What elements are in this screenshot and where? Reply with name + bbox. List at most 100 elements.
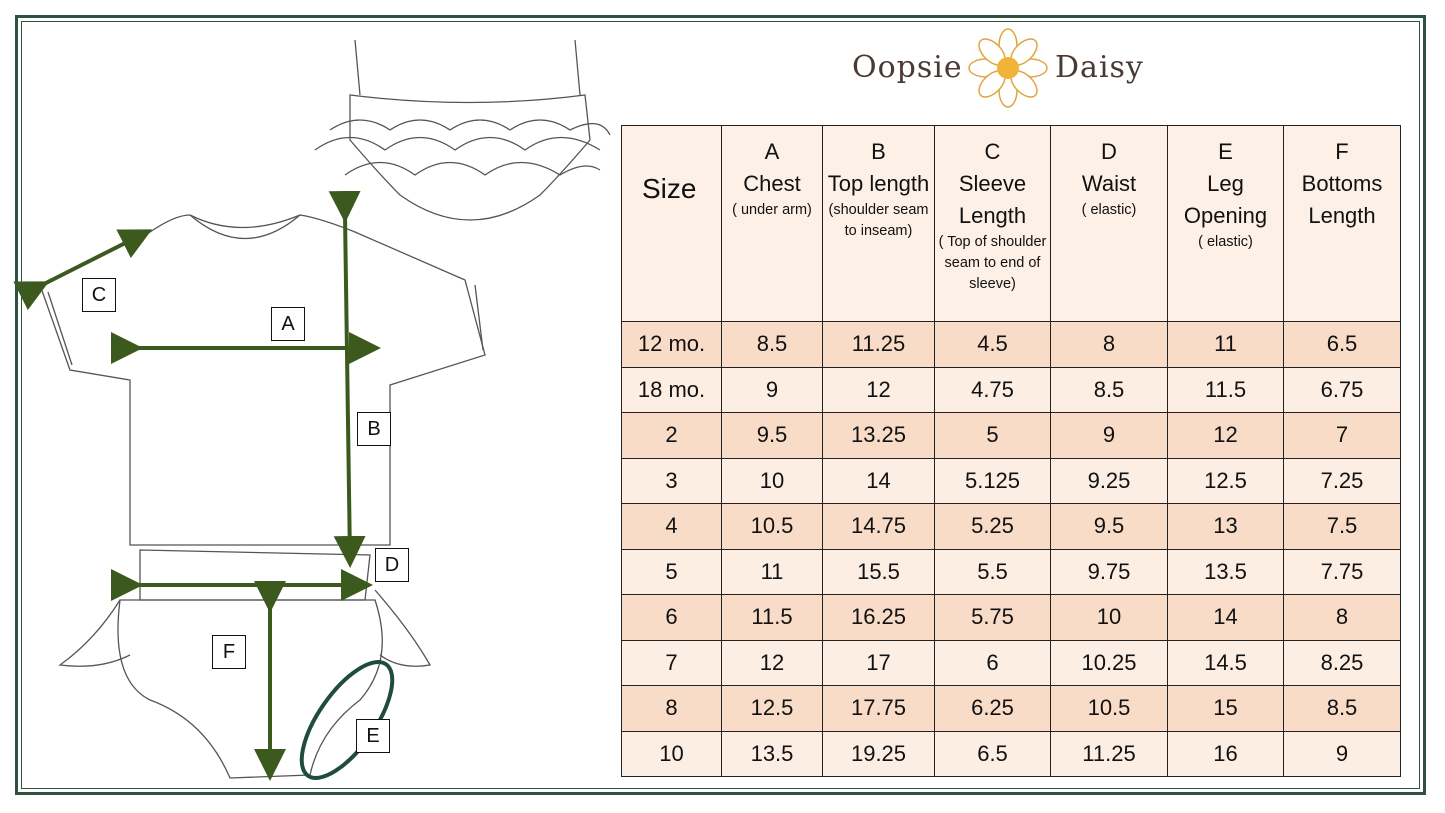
measurement-cell: 15 [1167,685,1284,732]
leg-opening-ellipse [299,660,395,780]
measurement-cell: 9.5 [1050,503,1168,550]
size-cell: 6 [621,594,722,641]
measurement-cell: 14.5 [1167,639,1284,686]
measurement-cell: 4.75 [934,366,1051,413]
col-header-top-length: B Top length (shoulder seam to inseam) [822,125,935,322]
measurement-cell: 9 [721,366,823,413]
measurement-cell: 16.25 [822,594,935,641]
col-header-sleeve-length: C Sleeve Length( Top of shoulder seam to … [934,125,1051,322]
measurement-cell: 12.5 [1167,457,1284,504]
header-row: Size A Chest( under arm) B Top length (shou… [621,125,1401,322]
measurement-cell: 11 [721,548,823,595]
measurement-cell: 5.25 [934,503,1051,550]
measurement-cell: 8 [1283,594,1401,641]
measure-arrows [13,190,381,781]
size-cell: 3 [621,457,722,504]
col-header-waist: D Waist( elastic) [1050,125,1168,322]
table-row: 5 11 15.5 5.5 9.75 13.5 7.75 [621,548,1401,595]
label-a: A [271,307,305,341]
measurement-cell: 5.125 [934,457,1051,504]
measurement-cell: 7 [1283,412,1401,459]
measurement-cell: 6.75 [1283,366,1401,413]
size-cell: 2 [621,412,722,459]
measurement-cell: 10.5 [721,503,823,550]
measurement-cell: 8.5 [1050,366,1168,413]
measurement-cell: 9.25 [1050,457,1168,504]
logo-text-right: Daisy [1055,50,1144,85]
label-d: D [375,548,409,582]
table-row: 12 mo. 8.5 11.25 4.5 8 11 6.5 [621,321,1401,368]
measurement-cell: 14.75 [822,503,935,550]
size-cell: 4 [621,503,722,550]
measurement-cell: 13.25 [822,412,935,459]
measurement-cell: 11 [1167,321,1284,368]
measurement-cell: 6.25 [934,685,1051,732]
measurement-cell: 9 [1050,412,1168,459]
size-cell: 7 [621,639,722,686]
col-header-chest: A Chest( under arm) [721,125,823,322]
measurement-cell: 12 [822,366,935,413]
measurement-cell: 10 [1050,594,1168,641]
label-c: C [82,278,116,312]
measurement-cell: 12.5 [721,685,823,732]
measurement-cell: 14 [822,457,935,504]
measurement-cell: 8.25 [1283,639,1401,686]
measurement-cell: 12 [1167,412,1284,459]
size-chart-table: Size A Chest( under arm) B Top length (shou… [621,125,1401,777]
measurement-cell: 13 [1167,503,1284,550]
measurement-cell: 10 [721,457,823,504]
measurement-cell: 6.5 [1283,321,1401,368]
garment-diagram [13,39,611,781]
measurement-cell: 11.25 [1050,730,1168,777]
size-header: Size [621,125,722,322]
measurement-cell: 7.25 [1283,457,1401,504]
measurement-cell: 9.75 [1050,548,1168,595]
measurement-cell: 6.5 [934,730,1051,777]
measurement-cell: 4.5 [934,321,1051,368]
label-b: B [357,412,391,446]
table-row: 2 9.5 13.25 5 9 12 7 [621,412,1401,459]
table-row: 7 12 17 6 10.25 14.5 8.25 [621,639,1401,686]
measurement-cell: 8.5 [1283,685,1401,732]
measurement-cell: 16 [1167,730,1284,777]
measurement-cell: 13.5 [1167,548,1284,595]
measurement-cell: 11.25 [822,321,935,368]
table-row: 18 mo. 9 12 4.75 8.5 11.5 6.75 [621,366,1401,413]
measurement-cell: 7.5 [1283,503,1401,550]
measurement-cell: 12 [721,639,823,686]
brand-logo: Oopsie Daisy [850,28,1170,108]
measurement-cell: 10.5 [1050,685,1168,732]
measurement-cell: 15.5 [822,548,935,595]
measurement-cell: 9.5 [721,412,823,459]
ruffle-bottoms-drawing [314,39,611,221]
measurement-cell: 7.75 [1283,548,1401,595]
measurement-cell: 11.5 [721,594,823,641]
shirt-drawing [39,214,486,546]
table-row: 10 13.5 19.25 6.5 11.25 16 9 [621,730,1401,777]
measurement-cell: 14 [1167,594,1284,641]
size-cell: 5 [621,548,722,595]
table-row: 4 10.5 14.75 5.25 9.5 13 7.5 [621,503,1401,550]
col-header-bottoms-length: F Bottoms Length [1283,125,1401,322]
measurement-cell: 5.75 [934,594,1051,641]
size-cell: 8 [621,685,722,732]
size-cell: 10 [621,730,722,777]
measurement-cell: 13.5 [721,730,823,777]
measurement-cell: 8 [1050,321,1168,368]
measurement-cell: 17.75 [822,685,935,732]
measurement-cell: 19.25 [822,730,935,777]
measurement-cell: 5 [934,412,1051,459]
table-row: 3 10 14 5.125 9.25 12.5 7.25 [621,457,1401,504]
size-cell: 18 mo. [621,366,722,413]
label-e: E [356,719,390,753]
table-row: 8 12.5 17.75 6.25 10.5 15 8.5 [621,685,1401,732]
measurement-cell: 9 [1283,730,1401,777]
logo-text-left: Oopsie [852,50,963,85]
measurement-cell: 8.5 [721,321,823,368]
measurement-cell: 6 [934,639,1051,686]
measurement-cell: 10.25 [1050,639,1168,686]
measurement-cell: 11.5 [1167,366,1284,413]
daisy-icon [968,28,1048,108]
outer-frame [15,15,1426,795]
size-cell: 12 mo. [621,321,722,368]
